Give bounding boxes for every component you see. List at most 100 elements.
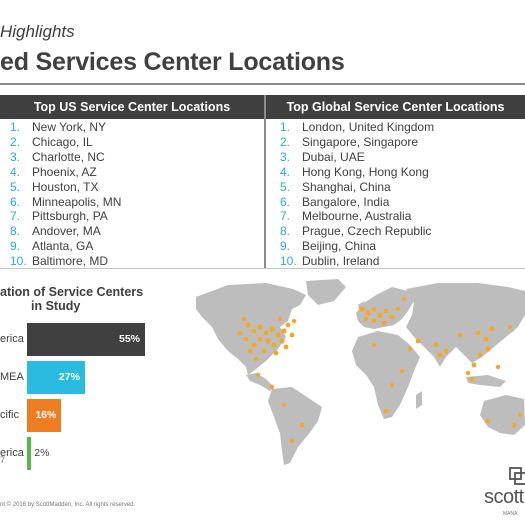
list-item: 10. Baltimore, MD [10, 254, 260, 269]
bar-category-label: cific [0, 408, 19, 421]
list-item: 6. Bangalore, India [280, 195, 520, 210]
bar-category-label: erica [0, 446, 24, 459]
city-name: London, United Kingdom [302, 120, 435, 134]
list-item: 2. Chicago, IL [10, 135, 260, 150]
rank-number: 6. [10, 194, 21, 209]
bar-value-label: 27% [58, 370, 80, 383]
rank-number: 6. [280, 194, 291, 209]
logo-wordmark: scott [484, 486, 524, 508]
page-title: ed Services Center Locations [0, 48, 345, 76]
list-item: 5. Shanghai, China [280, 180, 520, 195]
world-map [196, 279, 525, 465]
list-item: 7. Pittsburgh, PA [10, 209, 260, 224]
city-name: Pittsburgh, PA [32, 209, 108, 224]
list-item: 9. Beijing, China [280, 239, 520, 254]
rank-number: 3. [280, 149, 291, 164]
rank-number: 4. [10, 164, 21, 179]
indonesia-shape [466, 375, 506, 387]
rank-number: 10. [280, 254, 297, 269]
list-item: 8. Andover, MA [10, 224, 260, 239]
city-name: Baltimore, MD [32, 254, 109, 269]
city-name: Hong Kong, Hong Kong [302, 164, 429, 179]
list-item: 1. London, United Kingdom [280, 120, 520, 135]
chart-title-line-1: ation of Service Centers [0, 285, 144, 299]
city-name: Atlanta, GA [32, 239, 94, 254]
list-item: 7. Melbourne, Australia [280, 209, 520, 224]
bar-category-label: erica [0, 332, 24, 345]
list-item: 1. New York, NY [10, 120, 260, 135]
city-name: Dubai, UAE [302, 149, 365, 164]
list-item: 5. Houston, TX [10, 180, 260, 195]
rank-number: 7. [280, 209, 291, 224]
list-item: 4. Hong Kong, Hong Kong [280, 165, 520, 180]
bar [27, 399, 62, 432]
rank-number: 3. [10, 149, 21, 164]
title-divider [0, 83, 525, 85]
rank-number: 8. [10, 224, 21, 239]
footnote: 7 [0, 455, 6, 465]
rank-number: 4. [280, 164, 291, 179]
city-name: Phoenix, AZ [32, 164, 97, 179]
logo-subtext: MANA [503, 511, 518, 517]
city-name: Chicago, IL [32, 134, 93, 149]
city-name: New York, NY [32, 120, 107, 134]
copyright-notice: nt © 2016 by ScottMadden, Inc. All right… [0, 502, 136, 508]
rank-number: 8. [280, 224, 291, 239]
bar-value-label: 55% [119, 332, 141, 345]
rank-number: 5. [280, 179, 291, 194]
bar [27, 437, 32, 470]
list-item: 10. Dublin, Ireland [280, 254, 520, 269]
rank-number: 9. [10, 239, 21, 254]
north-america-shape [196, 283, 306, 375]
city-name: Prague, Czech Republic [302, 224, 432, 239]
list-item: 4. Phoenix, AZ [10, 165, 260, 180]
europe-shape [356, 287, 414, 329]
city-name: Houston, TX [32, 179, 99, 194]
us-locations-list: 1. New York, NY 2. Chicago, IL 3. Charlotte… [10, 120, 260, 269]
city-name: Melbourne, Australia [302, 209, 412, 224]
rank-number: 1. [10, 120, 21, 134]
chart-title-line-2: in Study [31, 299, 81, 313]
rank-number: 1. [280, 120, 291, 134]
table-bottom-rule [0, 268, 525, 269]
bar-value-label: 2% [34, 446, 50, 459]
city-name: Charlotte, NC [32, 149, 105, 164]
list-item: 6. Minneapolis, MN [10, 195, 260, 210]
bar [27, 323, 145, 356]
city-name: Singapore, Singapore [302, 134, 419, 149]
rank-number: 5. [10, 179, 21, 194]
rank-number: 7. [10, 209, 21, 224]
city-name: Minneapolis, MN [32, 194, 122, 209]
list-item: 3. Charlotte, NC [10, 150, 260, 165]
chart-title: ation of Service Centers in Study [0, 285, 143, 313]
south-america-shape [268, 387, 322, 465]
city-name: Beijing, China [302, 239, 377, 254]
map-landmass [196, 279, 525, 465]
city-name: Bangalore, India [302, 194, 390, 209]
list-item: 3. Dubai, UAE [280, 150, 520, 165]
city-name: Andover, MA [32, 224, 101, 239]
bar-value-label: 16% [35, 408, 57, 421]
global-table-heading: Top Global Service Center Locations [266, 95, 525, 119]
table-column-divider [264, 95, 266, 268]
rank-number: 9. [280, 239, 291, 254]
list-item: 8. Prague, Czech Republic [280, 224, 520, 239]
bar [27, 361, 85, 394]
service-center-dots [237, 296, 523, 444]
list-item: 2. Singapore, Singapore [280, 135, 520, 150]
global-locations-list: 1. London, United Kingdom 2. Singapore, Si… [280, 120, 520, 269]
us-table-heading: Top US Service Center Locations [0, 95, 264, 119]
logo-mark-icon [509, 467, 525, 485]
africa-shape [352, 331, 420, 419]
rank-number: 10. [10, 254, 27, 269]
madagascar-shape [416, 391, 422, 409]
bar-category-label: MEA [0, 370, 24, 383]
rank-number: 2. [280, 134, 291, 149]
section-subtitle: Highlights [0, 22, 75, 41]
rank-number: 2. [10, 134, 21, 149]
list-item: 9. Atlanta, GA [10, 239, 260, 254]
city-name: Dublin, Ireland [302, 254, 380, 269]
greenland-shape [306, 279, 346, 305]
central-america-shape [246, 373, 274, 391]
city-name: Shanghai, China [302, 179, 391, 194]
